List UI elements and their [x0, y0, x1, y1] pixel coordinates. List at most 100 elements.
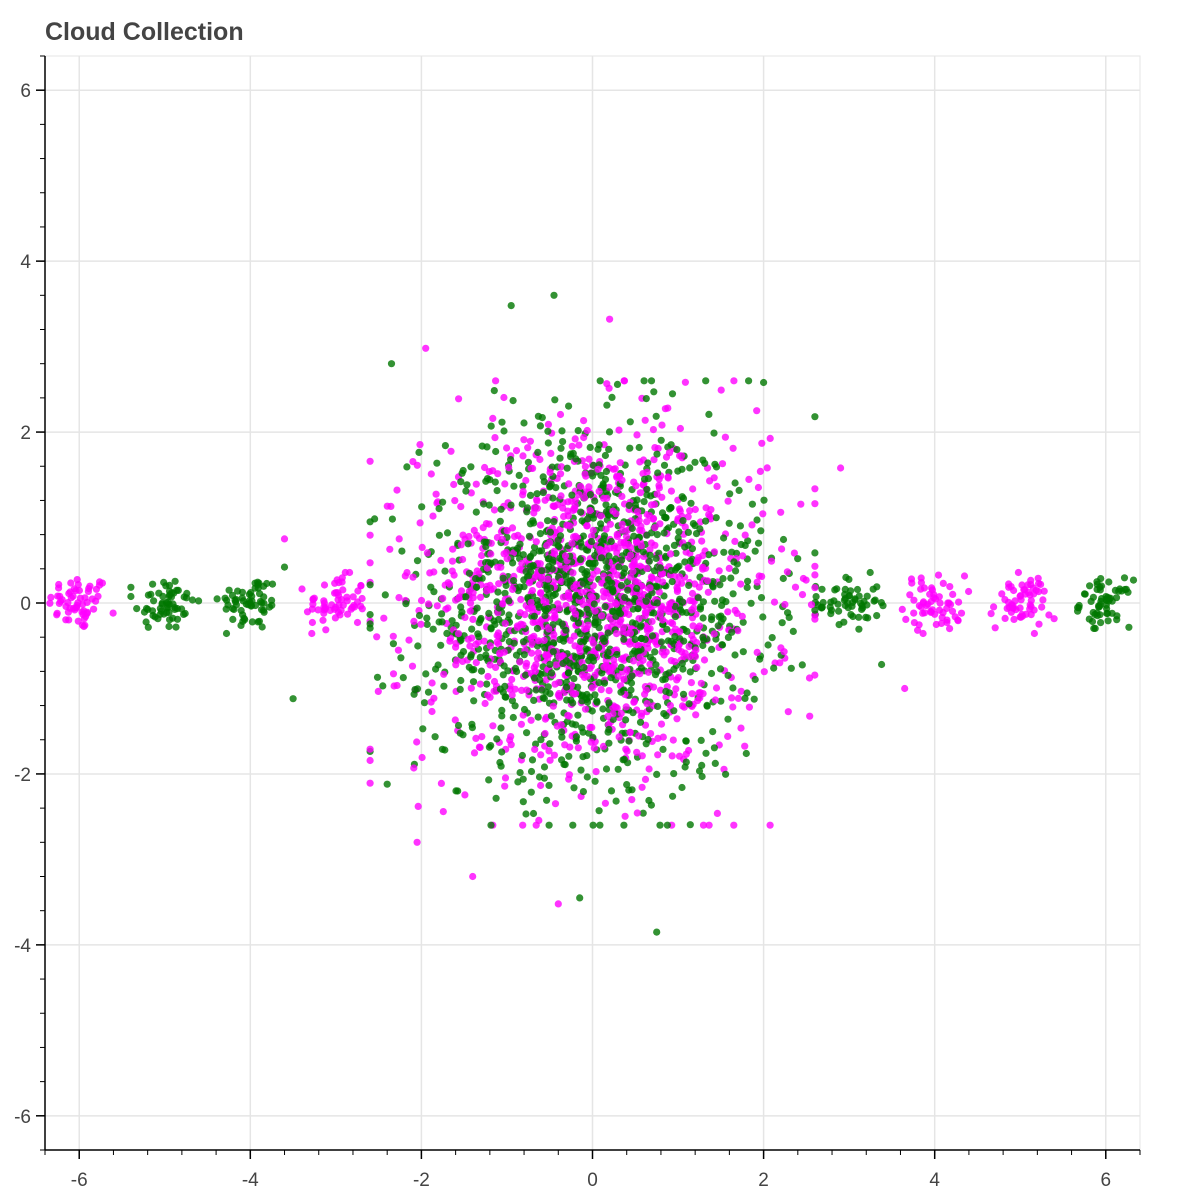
magenta-point	[562, 564, 570, 572]
magenta-point	[766, 434, 774, 442]
magenta-point	[910, 609, 918, 617]
green-point	[579, 691, 587, 699]
magenta-point	[721, 433, 730, 441]
green-point	[574, 711, 582, 719]
magenta-point	[777, 508, 785, 516]
green-point	[605, 445, 613, 453]
magenta-point	[465, 587, 473, 595]
magenta-point	[549, 502, 557, 510]
magenta-point	[696, 694, 704, 702]
green-point	[679, 690, 688, 698]
green-point	[670, 770, 678, 778]
green-point	[565, 402, 573, 410]
magenta-point	[729, 703, 737, 711]
magenta-point	[581, 705, 590, 713]
magenta-point	[403, 569, 411, 577]
magenta-point	[609, 507, 617, 515]
magenta-point	[635, 598, 644, 606]
green-point	[574, 427, 582, 435]
magenta-point	[681, 523, 689, 531]
magenta-point	[1050, 615, 1058, 623]
magenta-point	[467, 489, 475, 497]
magenta-point	[590, 744, 598, 752]
magenta-point	[659, 733, 667, 741]
green-point	[483, 475, 492, 483]
magenta-point	[437, 556, 445, 565]
green-point	[681, 558, 689, 566]
green-point	[522, 810, 530, 818]
green-point	[764, 641, 772, 649]
green-point	[710, 744, 719, 752]
green-point	[623, 781, 631, 789]
green-point	[719, 615, 727, 623]
green-point	[527, 568, 535, 576]
magenta-point	[516, 565, 524, 574]
magenta-point	[685, 746, 693, 755]
magenta-point	[658, 421, 666, 429]
magenta-point	[759, 510, 767, 518]
green-point	[608, 393, 616, 401]
green-point	[716, 581, 724, 589]
magenta-point	[380, 614, 388, 622]
magenta-point	[580, 433, 588, 442]
green-point	[1095, 602, 1104, 611]
green-point	[536, 530, 545, 538]
magenta-point	[626, 629, 635, 637]
green-point	[532, 740, 540, 748]
green-point	[452, 787, 460, 795]
magenta-point	[685, 643, 693, 651]
green-point	[1075, 601, 1083, 610]
green-point	[540, 763, 549, 771]
green-point	[748, 500, 757, 508]
green-point	[779, 535, 788, 544]
magenta-point	[666, 600, 674, 608]
green-point	[644, 459, 652, 467]
magenta-point	[677, 452, 686, 460]
green-point	[679, 494, 688, 502]
magenta-point	[546, 468, 554, 476]
magenta-point	[628, 796, 636, 804]
magenta-point	[618, 492, 626, 500]
magenta-point	[605, 687, 613, 695]
magenta-point	[487, 550, 495, 558]
magenta-point	[790, 549, 799, 557]
green-point	[477, 614, 485, 623]
magenta-point	[328, 601, 336, 609]
green-point	[480, 500, 488, 508]
green-point	[583, 515, 592, 523]
green-point	[423, 620, 431, 629]
grid	[44, 55, 1141, 1151]
green-point	[414, 642, 422, 650]
green-point	[171, 577, 179, 585]
magenta-point	[503, 555, 511, 563]
green-point	[576, 556, 585, 564]
magenta-point	[303, 608, 312, 616]
green-point	[731, 651, 739, 659]
green-point	[541, 644, 549, 652]
green-point	[149, 580, 157, 588]
magenta-point	[642, 686, 650, 694]
green-point	[495, 615, 503, 624]
green-point	[642, 597, 650, 605]
magenta-point	[623, 666, 631, 674]
magenta-point	[537, 751, 545, 759]
magenta-point	[724, 732, 732, 741]
green-point	[605, 552, 613, 560]
magenta-point	[619, 627, 627, 636]
magenta-point	[484, 672, 492, 681]
magenta-point	[1016, 592, 1024, 600]
magenta-point	[98, 579, 106, 587]
green-point	[496, 758, 504, 767]
green-point	[127, 583, 135, 591]
magenta-point	[791, 583, 800, 591]
magenta-point	[344, 610, 352, 618]
magenta-point	[697, 679, 705, 687]
green-point	[812, 593, 820, 601]
green-point	[675, 562, 683, 570]
green-point	[591, 777, 599, 785]
magenta-point	[636, 562, 644, 570]
green-point	[612, 612, 620, 621]
magenta-point	[657, 570, 666, 578]
magenta-point	[920, 584, 929, 592]
magenta-point	[783, 568, 792, 576]
